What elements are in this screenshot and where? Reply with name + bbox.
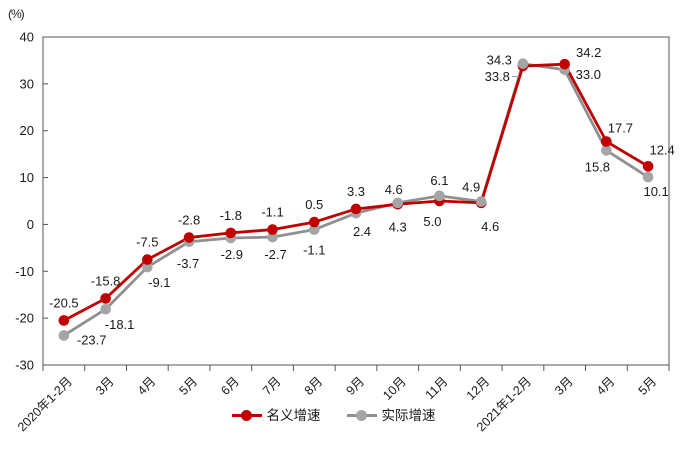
x-axis-tick-label: 3月 [552,374,576,398]
x-axis-tick-label: 2020年1-2月 [15,374,75,434]
data-label: -2.7 [264,247,286,262]
legend-item-nominal: 名义增速 [231,408,321,423]
data-label: 4.6 [385,182,403,197]
data-point-real [475,196,487,207]
y-axis-unit-label: (%) [8,7,25,21]
data-label: 2.4 [353,224,371,239]
data-label: -1.1 [303,243,325,258]
data-point-real [434,190,445,202]
data-label: -7.5 [136,235,158,250]
data-point-nominal [100,293,111,304]
data-label: 15.8 [585,159,610,174]
data-label: 34.3 [487,53,512,68]
x-axis-tick-label: 11月 [423,374,451,402]
y-axis-tick-label: 20 [20,123,34,138]
data-point-real [601,145,612,156]
data-point-real [142,261,153,273]
data-point-nominal [142,254,153,265]
data-label: -15.8 [91,273,121,288]
data-label: 4.9 [462,179,480,194]
data-label: -1.8 [220,208,242,223]
data-label: 3.3 [347,184,365,199]
data-label: 12.4 [649,142,674,157]
x-axis-tick-label: 9月 [343,374,367,398]
data-point-real [267,231,278,243]
data-label: -1.1 [261,205,283,220]
y-axis-tick-label: 30 [20,76,34,91]
data-label: -20.5 [49,295,79,310]
data-label: 5.0 [423,214,441,229]
plot-area-frame [42,36,670,366]
data-label: 0.5 [305,197,323,212]
data-label: 33.8 [485,69,510,84]
series-line-real [62,62,650,337]
data-point-nominal [350,203,362,215]
data-label: -2.9 [221,247,243,262]
y-axis-tick-label: -10 [15,264,34,279]
data-point-real [392,197,404,209]
data-label: 33.0 [576,67,601,82]
data-point-nominal [267,224,278,235]
x-axis-tick-label: 3月 [93,374,117,398]
legend-label-real: 实际增速 [381,408,436,423]
data-point-real [100,303,111,315]
legend-item-real: 实际增速 [346,408,436,423]
x-axis-tick-label: 6月 [218,374,242,398]
y-axis-tick-label: 10 [20,170,34,185]
data-point-nominal [183,232,195,243]
data-label: 6.1 [430,173,448,188]
data-label: 10.1 [643,184,668,199]
data-point-real [517,58,529,70]
chart-legend: 名义增速 实际增速 [0,409,678,423]
data-label: 4.3 [389,219,407,234]
data-label: -23.7 [77,332,107,347]
data-label: 34.2 [576,45,601,60]
data-point-nominal [225,227,237,239]
legend-marker-nominal-icon [231,410,262,422]
data-point-real [308,224,320,235]
x-axis-tick-label: 5月 [636,374,660,398]
legend-marker-real-icon [346,410,377,422]
data-label: 4.6 [481,219,499,234]
x-axis-tick-label: 4月 [135,374,159,398]
data-label: -18.1 [105,317,135,332]
data-label: 17.7 [608,120,633,135]
y-axis-tick-label: 0 [27,217,34,232]
data-label: -3.7 [177,256,199,271]
y-axis-tick-label: 40 [20,30,34,45]
legend-label-nominal: 名义增速 [266,408,321,423]
data-point-nominal [601,136,612,147]
data-point-nominal [642,161,654,172]
x-axis-tick-label: 10月 [380,374,409,403]
x-axis-tick-label: 7月 [260,374,284,398]
x-axis-tick-label: 12月 [464,374,493,403]
x-axis-tick-label: 4月 [594,374,618,398]
data-label: -2.8 [178,213,200,228]
y-axis-tick-label: -20 [15,311,34,326]
y-axis-tick-label: -30 [15,358,34,373]
x-axis-tick-label: 8月 [302,374,326,398]
data-point-nominal [559,58,570,70]
x-axis-tick-label: 5月 [177,374,201,398]
data-label: -9.1 [148,275,170,290]
data-point-real [642,171,654,183]
data-point-real [58,330,70,341]
data-point-nominal [58,315,70,326]
data-point-nominal [308,216,320,228]
